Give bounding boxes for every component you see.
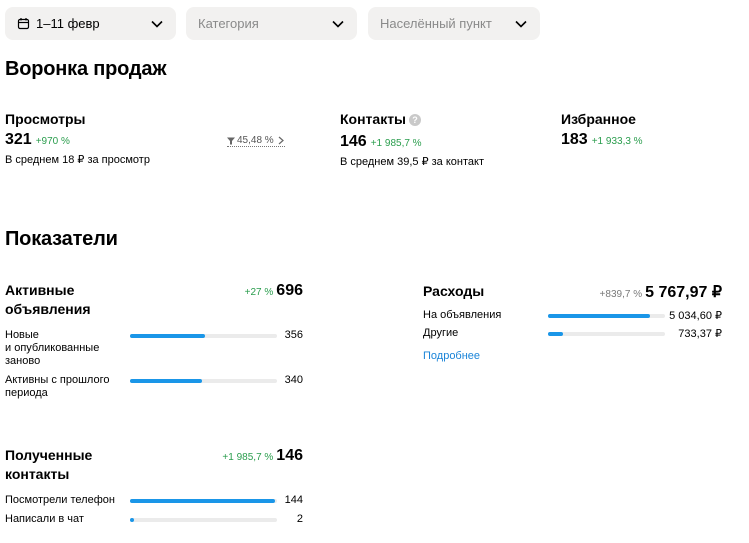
label-line: заново <box>5 355 41 367</box>
contacts-value-row: 146 +1 985,7 % <box>340 133 422 151</box>
contacts-label: Контакты <box>340 111 407 127</box>
expenses-other-bar <box>548 332 665 336</box>
received-contacts-title-line1: Полученные <box>5 447 93 463</box>
chat-messages-bar <box>130 518 277 522</box>
expenses-other-value: 733,37 ₽ <box>678 328 722 340</box>
contacts-delta: +1 985,7 % <box>370 138 422 149</box>
received-contacts-title-line2: контакты <box>5 466 70 482</box>
favorites-delta: +1 933,3 % <box>591 136 643 147</box>
active-ads-title-line1: Активные <box>5 282 75 298</box>
views-note: В среднем 18 ₽ за просмотр <box>5 154 150 166</box>
views-value: 321 <box>5 131 32 148</box>
expenses-title: Расходы <box>423 283 485 299</box>
bar-fill <box>130 499 275 503</box>
calendar-icon <box>17 17 30 30</box>
active-ads-new-bar <box>130 334 277 338</box>
chevron-right-icon <box>278 136 284 145</box>
help-icon[interactable]: ? <box>409 114 422 126</box>
bar-fill <box>548 332 564 336</box>
phone-views-bar <box>130 499 277 503</box>
active-ads-title: Активные объявления <box>5 281 91 319</box>
chevron-down-icon <box>331 17 345 31</box>
chat-messages-value: 2 <box>296 513 303 525</box>
expenses-total: 5 767,97 ₽ <box>645 284 722 301</box>
chevron-down-icon <box>150 17 164 31</box>
active-ads-total-row: +27 % 696 <box>245 282 303 300</box>
chevron-down-icon <box>514 17 528 31</box>
favorites-value: 183 <box>561 131 588 148</box>
expenses-total-row: +839,7 % 5 767,97 ₽ <box>600 282 722 302</box>
favorites-value-row: 183 +1 933,3 % <box>561 131 643 149</box>
views-label: Просмотры <box>5 111 86 127</box>
location-filter[interactable]: Населённый пункт <box>368 7 540 40</box>
bar-fill <box>130 379 203 383</box>
label-line: периода <box>5 387 48 399</box>
phone-views-label: Посмотрели телефон <box>5 494 115 506</box>
expenses-ads-value: 5 034,60 ₽ <box>669 310 722 322</box>
label-line: Новые <box>5 329 39 341</box>
active-ads-total: 696 <box>276 282 303 299</box>
period-filter-label: 1–11 февр <box>36 16 100 31</box>
views-value-row: 321 +970 % <box>5 131 70 149</box>
bar-fill <box>130 518 134 522</box>
bar-fill <box>130 334 205 338</box>
label-line: и опубликованные <box>5 342 100 354</box>
views-delta: +970 % <box>35 136 70 147</box>
received-contacts-title: Полученные контакты <box>5 446 92 484</box>
label-line: Активны с прошлого <box>5 374 110 386</box>
contacts-value: 146 <box>340 133 367 150</box>
bar-fill <box>548 314 650 318</box>
active-ads-title-line2: объявления <box>5 301 91 317</box>
expenses-more-link[interactable]: Подробнее <box>423 350 481 362</box>
funnel-heading: Воронка продаж <box>5 58 167 80</box>
received-contacts-total-row: +1 985,7 % 146 <box>222 447 303 465</box>
phone-views-value: 144 <box>284 494 303 506</box>
location-filter-label: Населённый пункт <box>380 16 492 31</box>
contacts-note: В среднем 39,5 ₽ за контакт <box>340 156 484 168</box>
active-ads-row-new-label: Новые и опубликованные заново <box>5 329 99 368</box>
favorites-label: Избранное <box>561 111 636 127</box>
received-contacts-delta: +1 985,7 % <box>222 452 274 463</box>
active-ads-new-value: 356 <box>284 329 303 341</box>
expenses-ads-label: На объявления <box>423 309 502 321</box>
expenses-delta: +839,7 % <box>599 289 643 300</box>
conversion-link[interactable]: 45,48 % <box>227 135 285 147</box>
active-ads-prev-bar <box>130 379 277 383</box>
chat-messages-label: Написали в чат <box>5 513 84 525</box>
period-filter[interactable]: 1–11 февр <box>5 7 176 40</box>
metrics-heading: Показатели <box>5 228 118 250</box>
active-ads-delta: +27 % <box>244 287 274 298</box>
contacts-label-row: Контакты? <box>340 111 422 127</box>
conversion-value: 45,48 % <box>237 135 274 146</box>
active-ads-prev-value: 340 <box>284 374 303 386</box>
category-filter[interactable]: Категория <box>186 7 357 40</box>
expenses-ads-bar <box>548 314 665 318</box>
active-ads-row-prev-label: Активны с прошлого периода <box>5 374 109 400</box>
received-contacts-total: 146 <box>276 447 303 464</box>
category-filter-label: Категория <box>198 16 259 31</box>
expenses-other-label: Другие <box>423 327 459 339</box>
funnel-icon <box>227 137 235 144</box>
